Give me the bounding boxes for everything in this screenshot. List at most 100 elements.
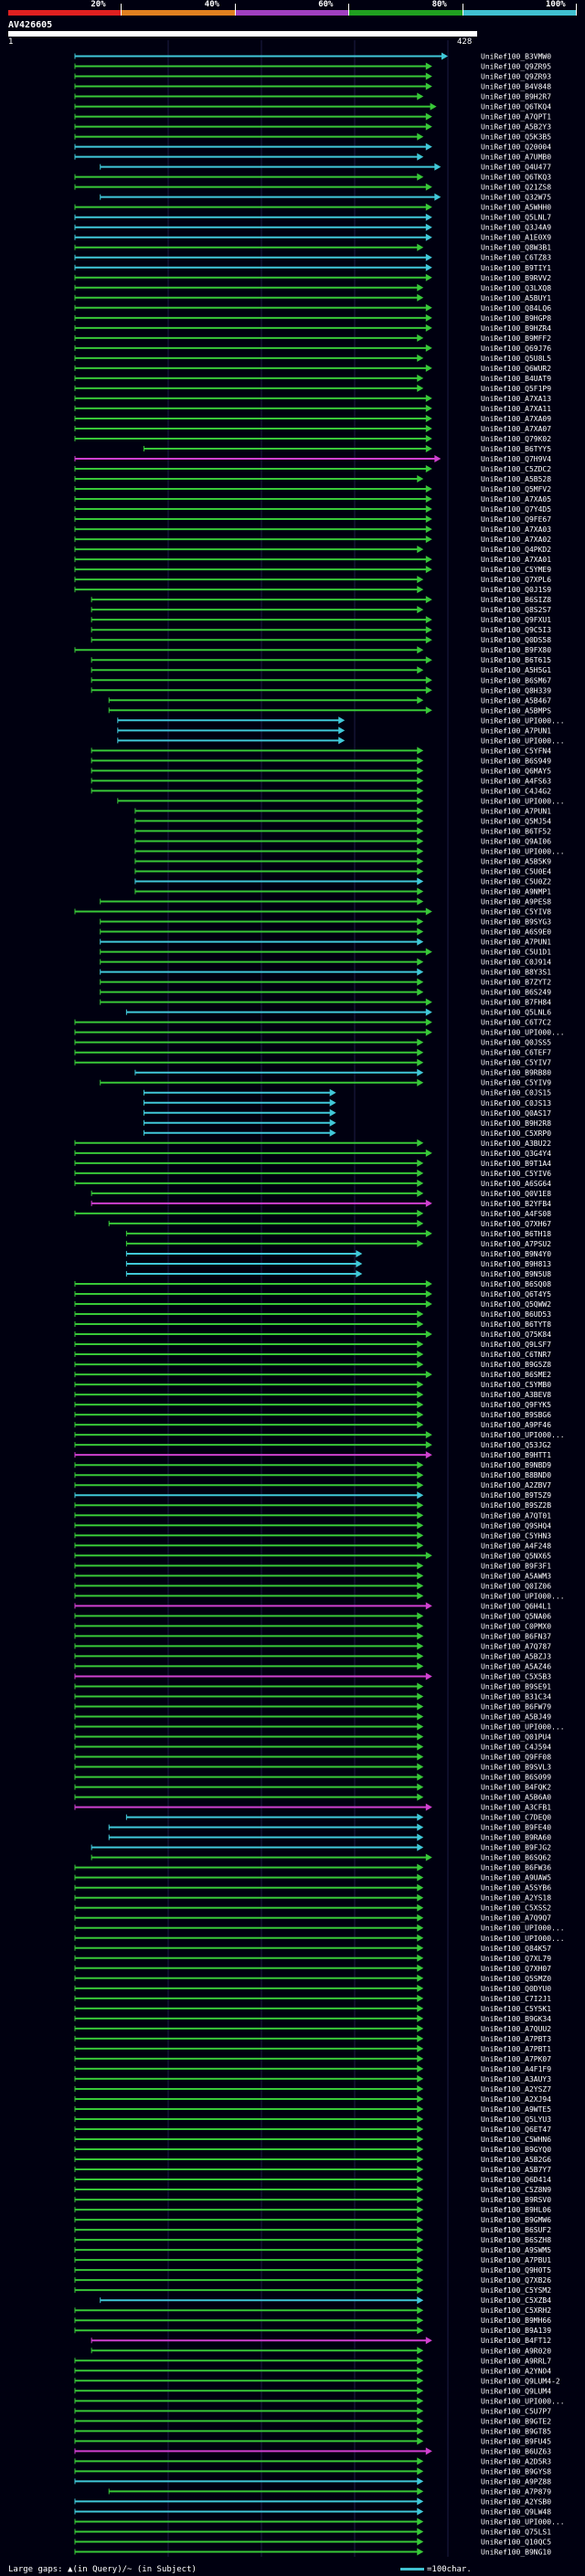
hit-arrow (417, 243, 424, 251)
gap-legend-text: Large gaps: ▲(in Query)/~ (in Subject) (8, 2565, 197, 2574)
hit-row: UniRef100_A5B2G6 (74, 2156, 551, 2164)
hit-label: UniRef100_C5U1D1 (481, 949, 551, 957)
hit-label: UniRef100_C5YHN3 (481, 1532, 551, 1540)
hit-row: UniRef100_B9HTT1 (74, 1451, 551, 1459)
hit-label: UniRef100_UPI000... (481, 2518, 565, 2526)
hit-arrow (417, 1411, 424, 1419)
hit-arrow (425, 263, 432, 271)
hit-arrow (417, 1078, 424, 1087)
hit-row: UniRef100_Q6H4L1 (74, 1602, 551, 1610)
hit-row: UniRef100_B6S249 (100, 988, 551, 997)
hit-label: UniRef100_A5B467 (481, 696, 551, 705)
hit-arrow (417, 2216, 424, 2224)
hit-arrow (417, 1341, 424, 1349)
hit-label: UniRef100_A7XA05 (481, 495, 551, 504)
hit-arrow (425, 1451, 432, 1459)
hit-label: UniRef100_C5YME9 (481, 566, 551, 574)
hit-arrow (417, 576, 424, 584)
hit-row: UniRef100_Q7XH67 (108, 1219, 551, 1228)
hit-label: UniRef100_A2D5R3 (481, 2457, 551, 2465)
hit-label: UniRef100_A5WHH0 (481, 204, 551, 212)
hit-arrow (417, 374, 424, 382)
hit-row: UniRef100_C5XRH2 (74, 2306, 551, 2315)
hit-arrow (417, 2196, 424, 2204)
hit-row: UniRef100_B6T615 (90, 656, 551, 664)
hit-arrow (417, 1944, 424, 1952)
hit-row: UniRef100_Q79K02 (74, 434, 551, 443)
hit-label: UniRef100_C5YMB0 (481, 1381, 551, 1389)
hit-row: UniRef100_A4F248 (74, 1542, 551, 1550)
hit-arrow (417, 2136, 424, 2143)
hit-label: UniRef100_B6TF52 (481, 827, 551, 835)
hit-row: UniRef100_C6TEF7 (74, 1048, 551, 1057)
hit-row: UniRef100_UPI000... (74, 1028, 565, 1037)
hit-row: UniRef100_A7QT01 (74, 1511, 551, 1520)
legend-segment (235, 10, 350, 16)
hit-arrow (417, 978, 424, 986)
hit-arrow (417, 1733, 424, 1741)
hit-label: UniRef100_B3VMW0 (481, 53, 551, 61)
hit-arrow (417, 293, 424, 302)
hit-label: UniRef100_A7QPT1 (481, 113, 551, 122)
hit-arrow (434, 193, 441, 201)
hit-arrow (425, 424, 432, 432)
hit-label: UniRef100_A7XA11 (481, 405, 551, 413)
hit-label: UniRef100_B9GYS8 (481, 2467, 551, 2475)
hit-arrow (417, 1833, 424, 1841)
hit-label: UniRef100_B9T1A4 (481, 1160, 551, 1168)
hit-label: UniRef100_Q0AS17 (481, 1109, 551, 1118)
hit-arrow (417, 1351, 424, 1359)
hit-row: UniRef100_B9SBG6 (74, 1411, 551, 1419)
hit-arrow (425, 344, 432, 352)
hit-arrow (417, 2094, 424, 2103)
hit-arrow (425, 998, 432, 1006)
hit-arrow (417, 1582, 424, 1590)
hit-label: UniRef100_B9RVV2 (481, 274, 551, 282)
hit-label: UniRef100_Q5LNL7 (481, 214, 551, 222)
hit-label: UniRef100_C5ZDC2 (481, 465, 551, 473)
hit-label: UniRef100_Q5F1P9 (481, 385, 551, 393)
hit-arrow (434, 454, 441, 462)
hit-arrow (417, 1903, 424, 1912)
hit-arrow (417, 1924, 424, 1932)
hit-row: UniRef100_B9G5Z8 (74, 1361, 551, 1369)
hit-row: UniRef100_A9NMP1 (134, 887, 551, 896)
hit-arrow (417, 938, 424, 946)
hit-arrow (417, 153, 424, 161)
hit-label: UniRef100_A4FS08 (481, 1210, 551, 1218)
hit-arrow (417, 666, 424, 674)
hit-label: UniRef100_A5AWM3 (481, 1572, 551, 1580)
hit-arrow (425, 556, 432, 564)
hit-arrow (417, 2347, 424, 2355)
hit-label: UniRef100_A9PES8 (481, 898, 551, 906)
hit-label: UniRef100_Q4U477 (481, 164, 551, 172)
hit-label: UniRef100_Q0DS58 (481, 636, 551, 644)
hit-arrow (417, 1562, 424, 1570)
hit-arrow (417, 1964, 424, 1972)
hit-label: UniRef100_B6T615 (481, 656, 551, 664)
hit-row: UniRef100_Q3J4A9 (74, 223, 551, 232)
hit-row: UniRef100_Q5MFV2 (74, 485, 551, 493)
hit-label: UniRef100_A5B2G6 (481, 2156, 551, 2164)
hit-label: UniRef100_B9F3F1 (481, 1562, 551, 1570)
hit-arrow (417, 2467, 424, 2475)
hit-row: UniRef100_A9WTE5 (74, 2104, 551, 2114)
hit-label: UniRef100_A9R020 (481, 2347, 551, 2355)
hit-label: UniRef100_UPI000... (481, 847, 565, 855)
hit-row: UniRef100_Q6ET47 (74, 2125, 551, 2134)
hit-arrow (425, 414, 432, 422)
hit-arrow (417, 897, 424, 906)
hit-arrow (417, 1753, 424, 1761)
hit-label: UniRef100_B6UD53 (481, 1310, 551, 1319)
hit-arrow (417, 283, 424, 292)
hit-row: UniRef100_B6SIZ8 (90, 596, 551, 604)
hit-arrow (417, 2427, 424, 2435)
hit-arrow (425, 948, 432, 956)
hit-label: UniRef100_Q5NX65 (481, 1552, 551, 1560)
hit-label: UniRef100_A9PZ88 (481, 2477, 551, 2486)
hit-label: UniRef100_A7PUN1 (481, 938, 551, 947)
hit-row: UniRef100_B6SM67 (90, 676, 551, 684)
hit-row: UniRef100_B9H813 (125, 1259, 551, 1268)
hit-label: UniRef100_C0PMX0 (481, 1622, 551, 1630)
hit-label: UniRef100_B4V848 (481, 83, 551, 91)
